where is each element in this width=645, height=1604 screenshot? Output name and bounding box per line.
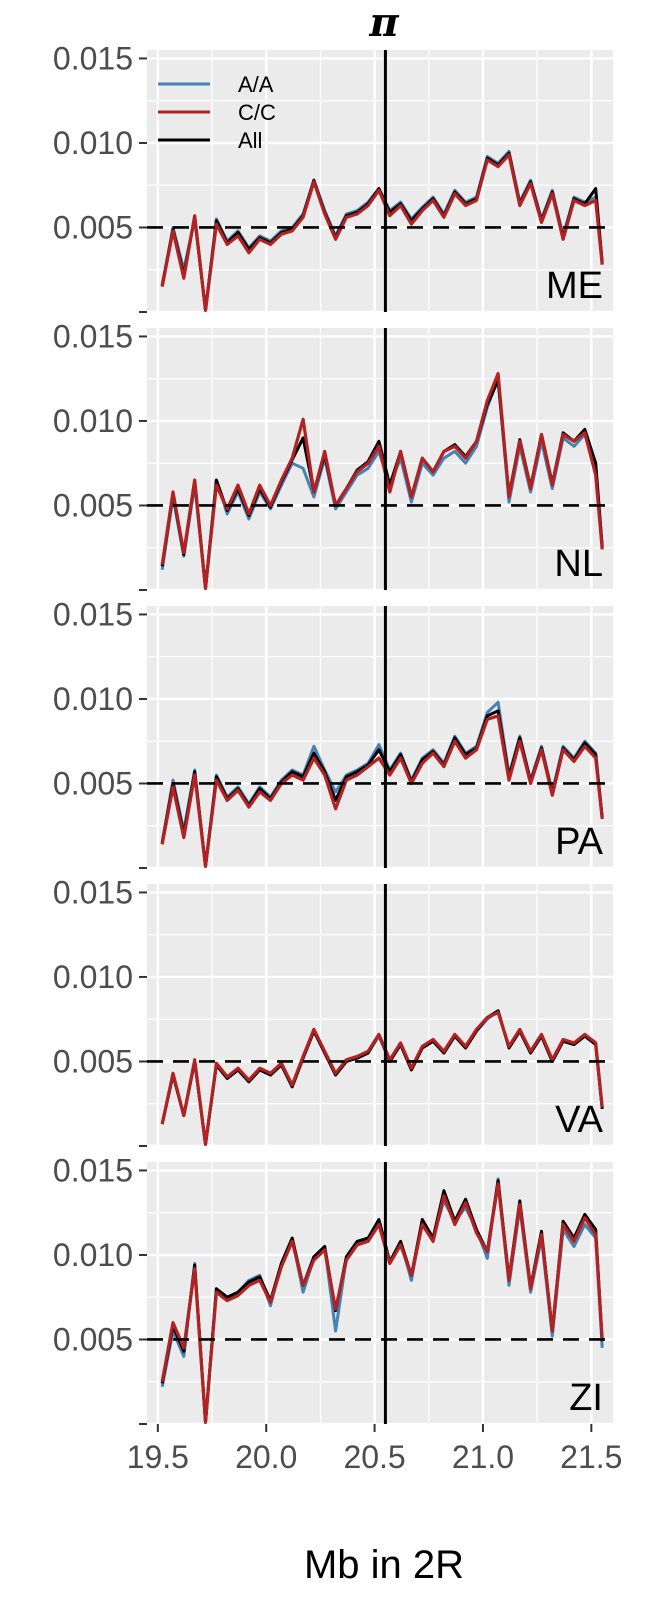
y-tick-label: 0.010 (53, 1237, 133, 1273)
panel-va: 0.005 0.010 0.015 VA (53, 874, 613, 1148)
y-tick-label: 0.005 (53, 765, 133, 801)
x-axis-label: Mb in 2R (304, 1543, 464, 1587)
y-tick-label: 0.005 (53, 1321, 133, 1357)
panel-background (147, 884, 613, 1146)
panel-nl: 0.005 0.010 0.015 NL (53, 318, 613, 592)
y-tick-label: 0.015 (53, 1152, 133, 1188)
x-axis: 19.5 20.0 20.5 21.0 21.5 (127, 1424, 622, 1475)
panel-background (147, 1162, 613, 1424)
chart-title: π (368, 0, 399, 46)
y-tick-label: 0.010 (53, 959, 133, 995)
facet-label: PA (555, 821, 604, 863)
x-tick-label: 20.0 (235, 1439, 297, 1475)
y-tick-label: 0.005 (53, 487, 133, 523)
y-tick-label: 0.010 (53, 403, 133, 439)
facet-label: ZI (569, 1377, 603, 1419)
legend: A/A C/C All (158, 72, 276, 153)
panel-background (147, 606, 613, 868)
panels: 0.005 0.010 0.015 ME A/A C/C All 0.005 0.010 0.01… (53, 40, 613, 1426)
x-tick-label: 21.5 (560, 1439, 622, 1475)
x-tick-label: 20.5 (343, 1439, 405, 1475)
y-tick-label: 0.015 (53, 40, 133, 76)
y-tick-label: 0.015 (53, 318, 133, 354)
facet-label: NL (554, 543, 603, 585)
panel-pa: 0.005 0.010 0.015 PA (53, 596, 613, 870)
panel-background (147, 50, 613, 312)
x-tick-label: 21.0 (452, 1439, 514, 1475)
legend-label: A/A (238, 72, 274, 97)
panel-zi: 0.005 0.010 0.015 ZI (53, 1152, 613, 1426)
y-tick-label: 0.010 (53, 125, 133, 161)
legend-label: All (238, 128, 262, 153)
facet-label: ME (546, 265, 603, 307)
x-tick-label: 19.5 (127, 1439, 189, 1475)
y-tick-label: 0.005 (53, 1043, 133, 1079)
facet-label: VA (555, 1099, 604, 1141)
y-tick-label: 0.015 (53, 874, 133, 910)
panel-me: 0.005 0.010 0.015 ME A/A C/C All (53, 40, 613, 314)
y-tick-label: 0.005 (53, 209, 133, 245)
y-tick-label: 0.015 (53, 596, 133, 632)
y-tick-label: 0.010 (53, 681, 133, 717)
legend-label: C/C (238, 100, 276, 125)
